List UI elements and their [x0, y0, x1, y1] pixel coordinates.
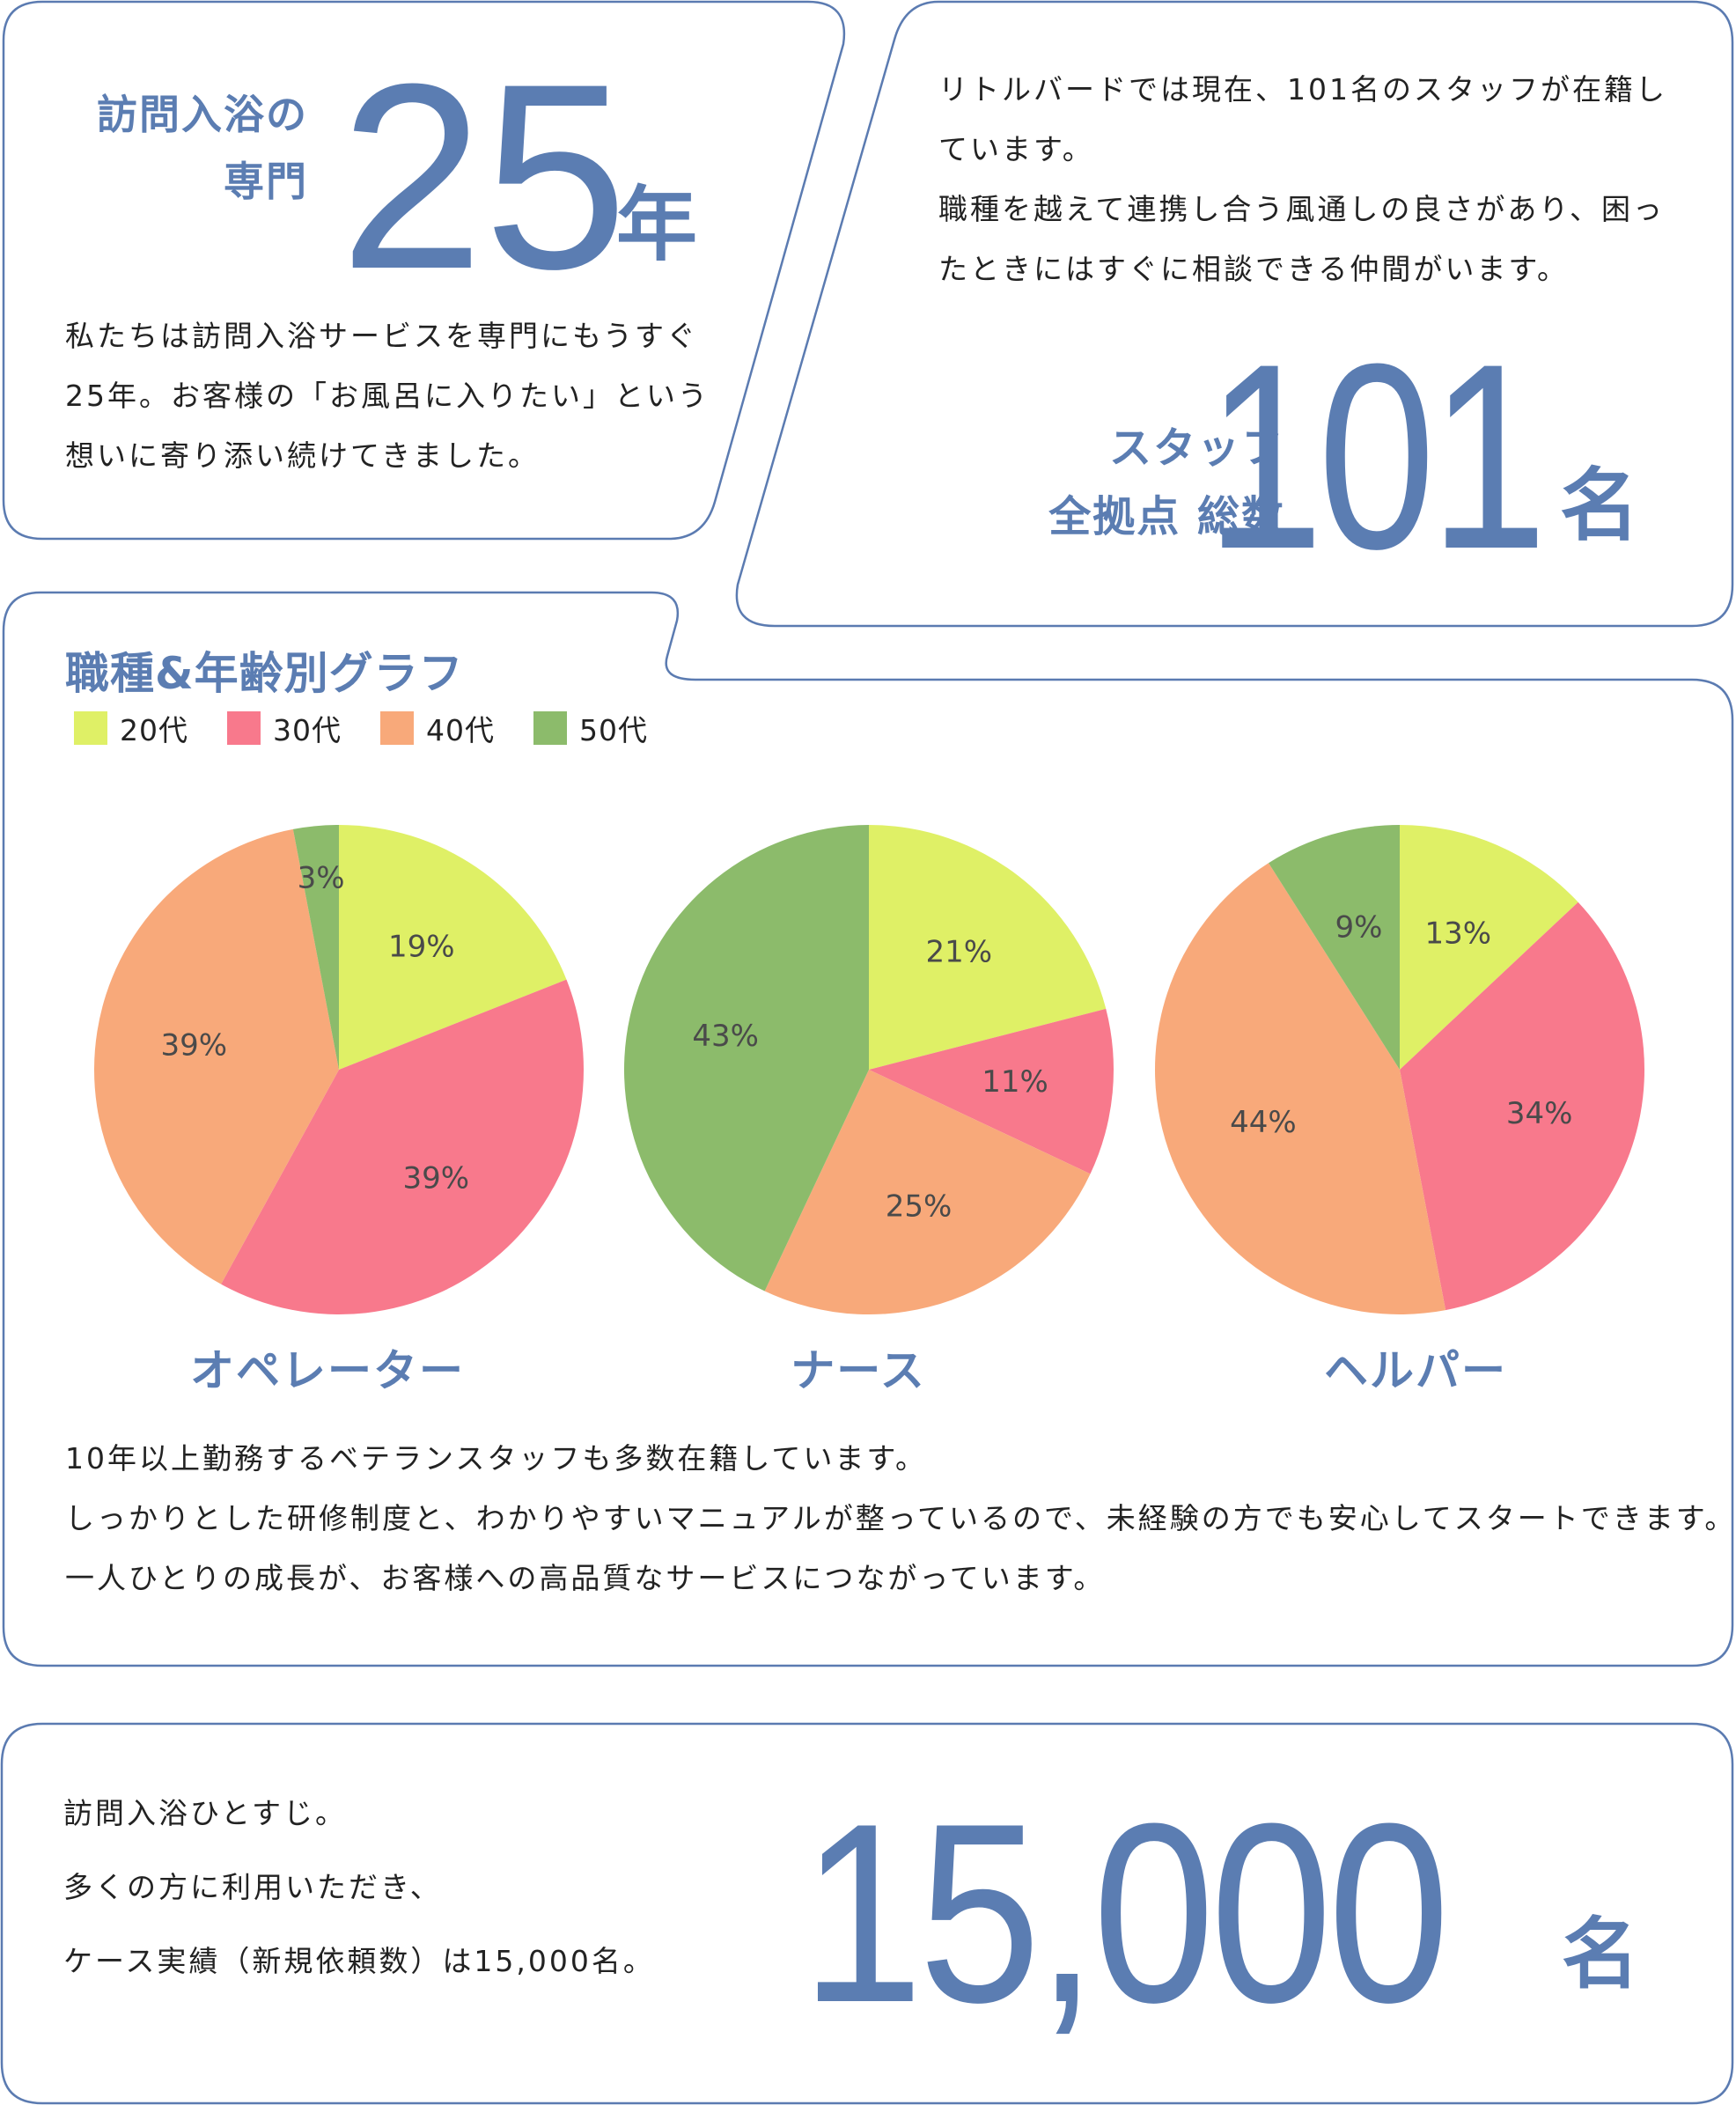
- pie-slice-40s: [93, 828, 340, 1284]
- years-label-line1: 訪問入浴の: [97, 91, 308, 138]
- card-years: 訪問入浴の 専門 25 年 私たちは訪問入浴サービスを専門にもうすぐ 25年。お…: [0, 0, 845, 539]
- legend-swatch-40s: [380, 711, 414, 745]
- staff-unit: 名: [1560, 460, 1639, 552]
- legend-swatch-30s: [227, 711, 261, 745]
- card-staff: リトルバードでは現在、101名のスタッフが在籍し ています。 職種を越えて連携し…: [731, 0, 1736, 627]
- years-label: 訪問入浴の 専門: [53, 81, 308, 215]
- years-number: 25: [340, 28, 629, 324]
- cases-body-line: 多くの方に利用いただき、: [63, 1870, 442, 1904]
- pie-label-20s: 13%: [1424, 916, 1491, 951]
- pie-slice-40s: [764, 1070, 1091, 1314]
- cases-body-line: 訪問入浴ひとすじ。: [63, 1796, 348, 1830]
- pie-slice-50s: [292, 825, 339, 1070]
- pie-label-40s: 25%: [886, 1189, 953, 1224]
- staff-body-line: ています。: [938, 132, 1094, 166]
- pie-caption-operator: オペレーター: [190, 1345, 465, 1396]
- staff-body-line: たときにはすぐに相談できる仲間がいます。: [938, 252, 1570, 286]
- years-body-line: 想いに寄り添い続けてきました。: [65, 438, 541, 473]
- chart-title: 職種&年齢別グラフ: [65, 648, 464, 699]
- legend-swatch-50s: [533, 711, 567, 745]
- chart-body-line: 一人ひとりの成長が、お客様への高品質なサービスにつながっています。: [65, 1561, 1106, 1595]
- pie-slice-30s: [221, 979, 584, 1314]
- chart-body-line: しっかりとした研修制度と、わかりやすいマニュアルが整っているので、未経験の方でも…: [65, 1501, 1736, 1535]
- card-chart: 職種&年齢別グラフ 20代 30代 40代 50代 19% 39% 39% 3% 21…: [0, 592, 1736, 1666]
- legend-label-50s: 50代: [579, 713, 648, 747]
- years-body-line: 25年。お客様の「お風呂に入りたい」という: [65, 379, 710, 413]
- pie-label-40s: 44%: [1230, 1105, 1297, 1140]
- pie-operator: 19% 39% 39% 3%: [93, 825, 584, 1314]
- staff-body-line: リトルバードでは現在、101名のスタッフが在籍し: [938, 72, 1667, 107]
- pie-label-30s: 39%: [403, 1161, 470, 1196]
- pie-label-40s: 39%: [160, 1027, 227, 1063]
- pie-helper: 13% 34% 44% 9%: [1155, 825, 1644, 1314]
- pie-slice-30s: [869, 1008, 1114, 1174]
- pie-label-30s: 34%: [1506, 1096, 1573, 1131]
- legend-swatch-20s: [74, 711, 107, 745]
- pie-label-50s: 3%: [298, 861, 345, 896]
- pie-label-50s: 9%: [1335, 909, 1382, 945]
- years-body: 私たちは訪問入浴サービスを専門にもうすぐ 25年。お客様の「お風呂に入りたい」と…: [65, 306, 710, 486]
- pie-slice-40s: [1155, 863, 1446, 1314]
- pie-nurse: 21% 11% 25% 43%: [624, 825, 1114, 1314]
- pie-slice-50s: [624, 825, 869, 1292]
- years-label-line2: 専門: [224, 158, 308, 205]
- staff-body: リトルバードでは現在、101名のスタッフが在籍し ています。 職種を越えて連携し…: [938, 60, 1667, 299]
- chart-body: 10年以上勤務するベテランスタッフも多数在籍しています。 しっかりとした研修制度…: [65, 1429, 1736, 1608]
- legend-item-30s: 30代: [227, 707, 342, 749]
- legend-item-20s: 20代: [74, 707, 188, 749]
- pie-caption-helper: ヘルパー: [1324, 1345, 1507, 1396]
- pie-slice-20s: [339, 825, 567, 1070]
- cases-body: 訪問入浴ひとすじ。 多くの方に利用いただき、 ケース実績（新規依頼数）は15,0…: [63, 1777, 655, 1998]
- chart-legend: 20代 30代 40代 50代: [74, 707, 687, 749]
- pie-slice-30s: [1400, 902, 1644, 1311]
- pie-label-20s: 21%: [925, 935, 992, 970]
- legend-item-50s: 50代: [533, 707, 648, 749]
- legend-label-40s: 40代: [426, 713, 495, 747]
- cases-unit: 名: [1562, 1909, 1640, 1999]
- legend-item-40s: 40代: [380, 707, 495, 749]
- card-cases: 訪問入浴ひとすじ。 多くの方に利用いただき、 ケース実績（新規依頼数）は15,0…: [0, 1724, 1736, 2104]
- legend-label-20s: 20代: [120, 713, 188, 747]
- pie-slice-50s: [1269, 825, 1400, 1070]
- years-body-line: 私たちは訪問入浴サービスを専門にもうすぐ: [65, 319, 699, 353]
- pie-label-20s: 19%: [388, 930, 455, 965]
- pie-label-50s: 43%: [692, 1019, 759, 1054]
- legend-label-30s: 30代: [273, 713, 342, 747]
- cases-body-line: ケース実績（新規依頼数）は15,000名。: [63, 1944, 655, 1978]
- chart-body-line: 10年以上勤務するベテランスタッフも多数在籍しています。: [65, 1441, 928, 1476]
- staff-label-line2: 全拠点 総数: [1048, 492, 1285, 541]
- pie-caption-nurse: ナース: [791, 1345, 926, 1396]
- staff-number: 101: [1206, 308, 1548, 604]
- staff-label: スタッフ 全拠点 総数: [863, 414, 1285, 551]
- pie-label-30s: 11%: [982, 1064, 1048, 1100]
- staff-label-line1: スタッフ: [1108, 423, 1285, 473]
- pie-slice-20s: [869, 825, 1107, 1070]
- pie-slice-20s: [1400, 825, 1578, 1070]
- staff-body-line: 職種を越えて連携し合う風通しの良さがあり、困っ: [938, 192, 1666, 226]
- cases-number: 15,000: [801, 1770, 1450, 2056]
- years-unit: 年: [616, 178, 698, 272]
